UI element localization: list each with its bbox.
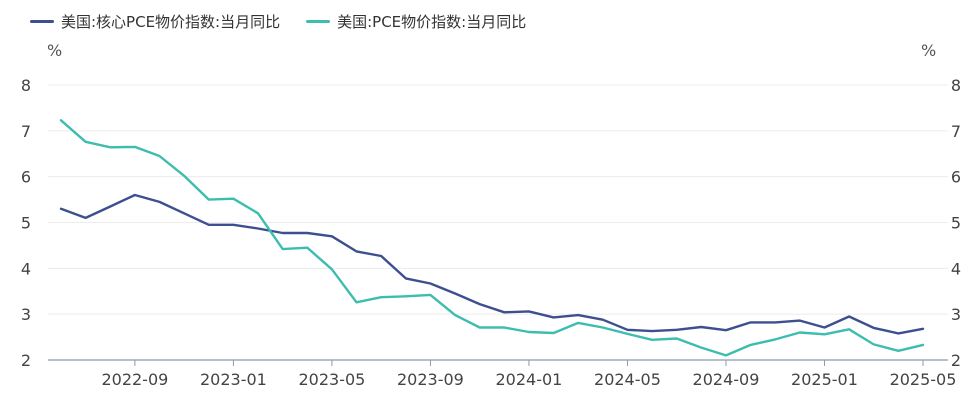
y-tick-left: 5 <box>21 214 31 233</box>
x-tick-label: 2024-05 <box>594 370 661 389</box>
x-tick-label: 2023-05 <box>298 370 365 389</box>
legend-item-core-pce[interactable]: 美国:核心PCE物价指数:当月同比 <box>30 11 280 32</box>
y-tick-left: 7 <box>21 122 31 141</box>
legend-swatch-core-pce <box>30 20 54 23</box>
legend-label-core-pce: 美国:核心PCE物价指数:当月同比 <box>61 13 281 31</box>
x-tick-label: 2024-09 <box>693 370 760 389</box>
series-lines <box>59 119 925 357</box>
y-tick-left: 4 <box>21 259 31 278</box>
x-tick-label: 2023-09 <box>397 370 464 389</box>
y-unit-right: % <box>921 41 936 60</box>
x-tick-label: 2025-05 <box>890 370 957 389</box>
legend-swatch-pce <box>306 20 331 23</box>
y-tick-right: 4 <box>951 259 961 278</box>
grid-lines <box>48 84 948 315</box>
y-tick-right: 6 <box>951 168 961 187</box>
x-tick-label: 2023-01 <box>200 370 267 389</box>
y-tick-right: 5 <box>951 214 961 233</box>
y-tick-right: 3 <box>951 305 961 324</box>
series-line-pce[interactable] <box>59 119 925 357</box>
legend-item-pce[interactable]: 美国:PCE物价指数:当月同比 <box>306 11 526 32</box>
axes: 2 2 3 3 4 4 5 5 6 6 7 7 8 8 2022-09 2023-01 2023-05 2023-… <box>21 76 961 389</box>
y-unit-left: % <box>47 41 62 60</box>
x-tick-label: 2024-01 <box>496 370 563 389</box>
y-tick-left: 2 <box>21 351 31 370</box>
y-tick-right: 2 <box>951 351 961 370</box>
series-line-core-pce[interactable] <box>59 193 925 335</box>
y-tick-right: 8 <box>951 76 961 95</box>
legend: 美国:核心PCE物价指数:当月同比 美国:PCE物价指数:当月同比 <box>30 11 526 32</box>
y-tick-right: 7 <box>951 122 961 141</box>
y-tick-left: 3 <box>21 305 31 324</box>
x-tick-label: 2025-01 <box>791 370 858 389</box>
y-tick-left: 8 <box>21 76 31 95</box>
y-tick-left: 6 <box>21 168 31 187</box>
x-tick-label: 2022-09 <box>101 370 168 389</box>
legend-label-pce: 美国:PCE物价指数:当月同比 <box>337 13 527 31</box>
